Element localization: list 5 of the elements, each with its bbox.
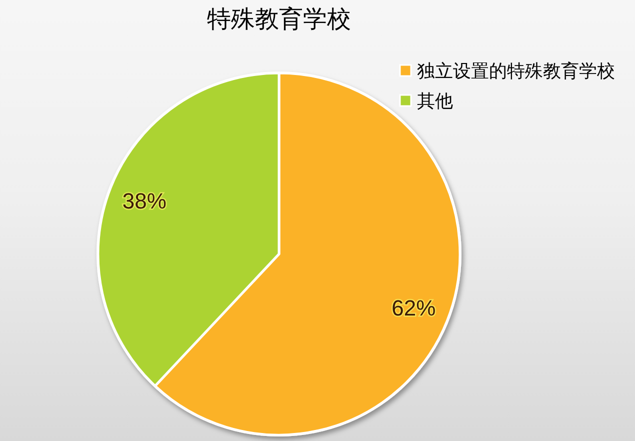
legend-label: 独立设置的特殊教育学校 [417,61,615,81]
data-label: 62% [392,295,436,320]
data-label: 38% [122,188,166,214]
chart-title: 特殊教育学校 [207,6,351,33]
legend-label: 其他 [417,91,453,111]
